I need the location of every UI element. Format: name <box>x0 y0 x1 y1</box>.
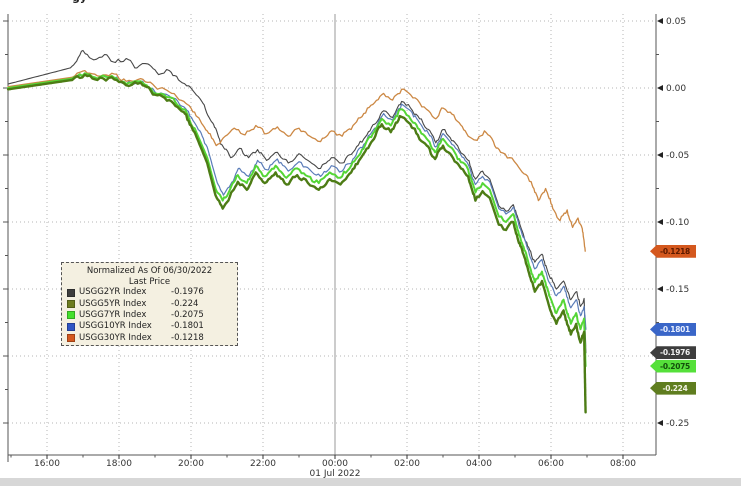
series-line-usgg7yr <box>7 72 587 368</box>
legend-item[interactable]: USGG2YR Index -0.1976 <box>67 287 232 298</box>
legend-item-value: -0.1976 <box>171 287 204 298</box>
legend-item-label: USGG30YR Index <box>79 332 152 343</box>
series-line-usgg2yr <box>7 49 587 354</box>
last-price-tag[interactable]: -0.1801 <box>650 322 696 336</box>
axes <box>3 14 659 462</box>
legend-item-label: USGG7YR Index <box>79 309 147 320</box>
legend-item[interactable]: USGG5YR Index -0.224 <box>67 298 232 309</box>
last-price-tag[interactable]: -0.1976 <box>650 346 696 360</box>
legend-item-label: USGG10YR Index <box>79 321 152 332</box>
y-axis-label: -0.05 <box>666 151 689 161</box>
legend-item[interactable]: USGG30YR Index -0.1218 <box>67 332 232 343</box>
legend-rows: USGG2YR Index -0.1976 USGG5YR Index -0.224 U… <box>67 287 232 343</box>
legend-swatch-icon <box>67 288 75 297</box>
x-axis-label: 22:00 <box>250 459 276 469</box>
y-axis-label: -0.25 <box>666 419 689 429</box>
legend-item[interactable]: USGG10YR Index -0.1801 <box>67 321 232 332</box>
legend-item-label: USGG5YR Index <box>79 298 147 309</box>
chart-legend[interactable]: Normalized As Of 06/30/2022 Last Price U… <box>61 262 238 346</box>
price-series-lines <box>6 49 587 414</box>
legend-item-value: -0.224 <box>171 298 199 309</box>
y-axis-label: 0.05 <box>666 17 686 27</box>
legend-swatch-icon <box>67 333 75 342</box>
x-axis-label: 00:00 <box>322 459 348 469</box>
gridlines <box>8 14 656 455</box>
clipped-title-fragment: gy <box>72 0 98 5</box>
axis-labels: 0.05 0.00 -0.05 -0.10 -0.15 -0.25 16:00 18:00 20… <box>34 17 690 479</box>
last-price-tag[interactable]: -0.2075 <box>650 359 696 373</box>
x-axis-date-label: 01 Jul 2022 <box>310 469 361 479</box>
last-price-tag[interactable]: -0.224 <box>650 381 696 395</box>
bottom-border-strip <box>0 478 741 486</box>
series-line-usgg30yr <box>7 69 586 252</box>
x-axis-label: 02:00 <box>394 459 420 469</box>
y-axis-label: 0.00 <box>666 84 686 94</box>
legend-swatch-icon <box>67 322 75 331</box>
series-line-usgg5yr <box>6 73 587 414</box>
last-price-tag[interactable]: -0.1218 <box>650 244 696 258</box>
legend-item-value: -0.1218 <box>171 332 204 343</box>
legend-swatch-icon <box>67 299 75 308</box>
legend-item[interactable]: USGG7YR Index -0.2075 <box>67 310 232 321</box>
legend-title: Normalized As Of 06/30/2022 <box>86 266 213 276</box>
x-axis-label: 20:00 <box>178 459 204 469</box>
y-axis-label: -0.10 <box>666 218 690 228</box>
y-axis-label: -0.15 <box>666 285 689 295</box>
legend-item-value: -0.2075 <box>171 309 204 320</box>
legend-subtitle: Last Price <box>128 276 171 287</box>
legend-item-label: USGG2YR Index <box>79 287 147 298</box>
legend-swatch-icon <box>67 311 75 320</box>
x-axis-label: 06:00 <box>538 459 564 469</box>
x-axis-label: 16:00 <box>34 459 60 469</box>
x-axis-label: 04:00 <box>466 459 492 469</box>
legend-item-value: -0.1801 <box>171 321 204 332</box>
x-axis-label: 08:00 <box>610 459 636 469</box>
x-axis-label: 18:00 <box>106 459 132 469</box>
